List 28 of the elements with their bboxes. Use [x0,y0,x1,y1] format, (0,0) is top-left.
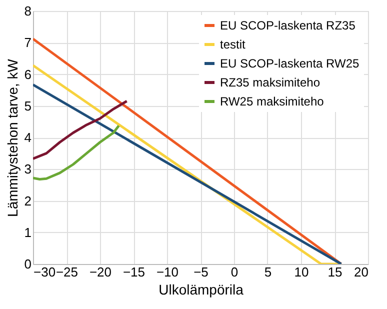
x-tick-label: −5 [194,264,208,280]
x-tick-label: 5 [264,264,272,280]
x-axis-title: Ulkolämpörila [158,282,244,298]
x-tick-label: 15 [328,264,342,280]
x-tick-label: −15 [122,264,146,280]
line-series [33,124,120,180]
y-tick-label: 6 [24,66,32,82]
y-tick-label: 1 [24,224,32,240]
y-tick-label: 7 [24,35,32,50]
y-axis-title: Lämmitystehon tarve, kW [4,58,20,217]
legend-label: RZ35 maksimiteho [220,76,320,90]
line-series [33,100,128,160]
x-tick-label: 20 [354,264,368,280]
x-tick-label: −30 [34,264,56,280]
legend-label: EU SCOP-laskenta RW25 [220,56,360,70]
y-tick-label: 4 [24,130,32,145]
legend-label: testit [220,38,246,52]
x-tick-label: −20 [89,264,112,280]
x-tick-label: 10 [294,264,309,280]
y-tick-label: 2 [24,193,32,208]
x-tick-label: 0 [230,264,238,280]
legend-label: EU SCOP-laskenta RZ35 [220,18,356,32]
legend-label: RW25 maksimiteho [220,94,324,108]
y-tick-label: 8 [24,4,32,18]
y-tick-label: 3 [24,162,32,177]
y-tick-label: 5 [24,98,32,114]
x-tick-label: −25 [56,264,78,280]
x-tick-label: −10 [156,264,179,280]
